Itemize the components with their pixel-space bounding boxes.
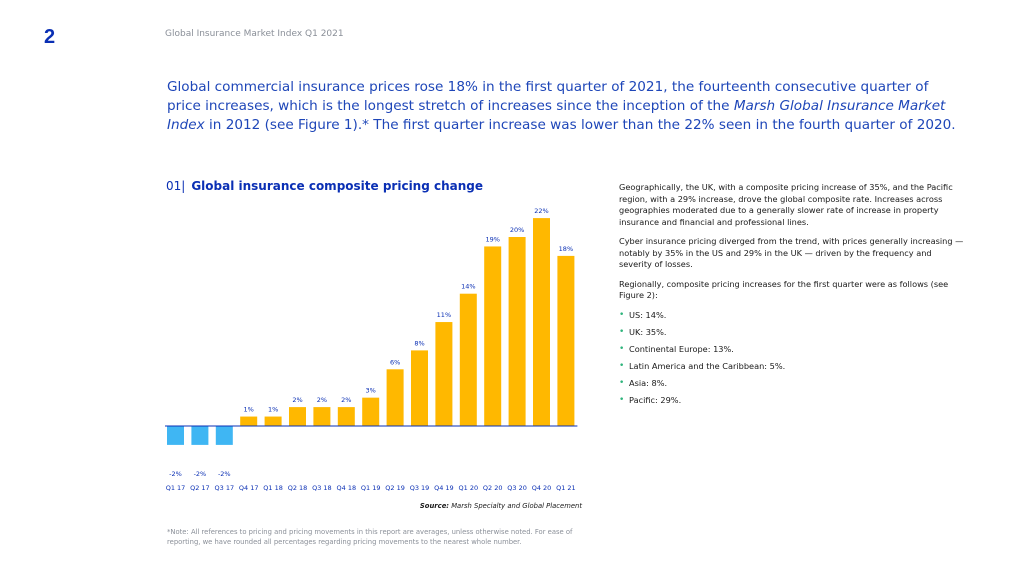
figure-heading: 01| Global insurance composite pricing ch… xyxy=(166,179,483,193)
data-label: 2% xyxy=(317,396,327,404)
chart-source: Source: Marsh Specialty and Global Place… xyxy=(400,502,582,510)
data-label: -2% xyxy=(194,470,207,478)
source-label: Source: xyxy=(419,502,450,510)
page-number: 2 xyxy=(44,26,56,48)
bar-q4-20 xyxy=(533,218,550,426)
data-label: -2% xyxy=(169,470,182,478)
x-tick-label: Q3 20 xyxy=(507,484,527,492)
bar-q3-20 xyxy=(508,237,526,426)
data-label: 18% xyxy=(559,245,573,253)
regional-pricing-list: • US: 14%. • UK: 35%. • Continental Europe:… xyxy=(619,310,967,407)
footnote: *Note: All references to pricing and pri… xyxy=(167,528,573,546)
sidebar-paragraph: Cyber insurance pricing diverged from th… xyxy=(619,236,964,269)
x-tick-label: Q2 17 xyxy=(190,484,210,492)
bar-q1-20 xyxy=(459,293,477,426)
data-label: 6% xyxy=(390,358,400,366)
bar-q3-17 xyxy=(215,426,233,445)
bar-q2-18 xyxy=(289,407,306,426)
intro-text-1: Global commercial insurance prices rose … xyxy=(167,79,929,114)
sidebar-commentary: Geographically, the UK, with a composite… xyxy=(619,182,967,412)
x-tick-label: Q1 21 xyxy=(556,484,576,492)
data-label: 14% xyxy=(461,283,475,291)
data-label: 19% xyxy=(485,235,499,243)
x-tick-label: Q1 19 xyxy=(361,484,381,492)
bar-q2-19 xyxy=(386,369,404,426)
data-label: 1% xyxy=(268,406,278,414)
figure-number: 01| xyxy=(166,179,186,193)
list-item: • Asia: 8%. xyxy=(619,377,668,388)
data-label: 1% xyxy=(244,406,254,414)
data-label: 22% xyxy=(534,207,548,215)
report-title: Global Insurance Market Index Q1 2021 xyxy=(165,29,344,39)
sidebar-paragraph: Geographically, the UK, with a composite… xyxy=(619,182,953,227)
bar-q4-17 xyxy=(240,416,258,426)
bullet-icon: • xyxy=(619,360,625,371)
list-item: • UK: 35%. xyxy=(619,326,667,337)
list-item: • Latin America and the Caribbean: 5%. xyxy=(619,360,786,371)
bar-q2-20 xyxy=(484,246,502,426)
bar-q3-18 xyxy=(313,407,331,426)
x-tick-label: Q4 18 xyxy=(337,484,357,492)
sidebar-paragraph: Regionally, composite pricing increases … xyxy=(619,278,949,301)
bar-q1-19 xyxy=(362,397,380,426)
bullet-icon: • xyxy=(619,326,625,337)
bar-q1-17 xyxy=(167,426,184,445)
list-item: • Pacific: 29%. xyxy=(619,394,682,405)
intro-index-name: Marsh Global Insurance Market Index xyxy=(167,98,946,133)
bar-q2-17 xyxy=(191,426,209,445)
data-label: 8% xyxy=(414,339,424,347)
bullet-icon: • xyxy=(619,394,625,405)
bullet-icon: • xyxy=(619,343,625,354)
x-tick-label: Q4 17 xyxy=(239,484,259,492)
list-item: • US: 14%. xyxy=(619,309,667,320)
pricing-bar-chart: -2% Q1 17 -2% Q2 17 -2% Q3 17 1% Q4 17 1% Q1 18 2%… xyxy=(165,207,578,492)
x-tick-label: Q3 17 xyxy=(215,484,235,492)
bar-q3-19 xyxy=(411,350,428,426)
figure-title: Global insurance composite pricing chang… xyxy=(191,179,484,193)
bar-q1-18 xyxy=(264,416,282,426)
source-text: Marsh Specialty and Global Placement xyxy=(449,502,582,510)
list-item: • Continental Europe: 13%. xyxy=(619,343,734,354)
x-tick-label: Q1 18 xyxy=(263,484,283,492)
bar-q4-19 xyxy=(435,322,453,426)
x-tick-label: Q4 19 xyxy=(434,484,454,492)
data-label: 20% xyxy=(510,226,524,234)
bar-q4-18 xyxy=(337,407,355,426)
bullet-icon: • xyxy=(619,377,625,388)
bar-q1-21 xyxy=(557,255,575,426)
data-label: 11% xyxy=(437,311,451,319)
data-label: 2% xyxy=(341,396,351,404)
data-label: 3% xyxy=(366,387,376,395)
intro-paragraph: Global commercial insurance prices rose … xyxy=(167,78,957,135)
bullet-icon: • xyxy=(619,309,625,320)
intro-text-2: in 2012 (see Figure 1).* The first quart… xyxy=(204,117,956,133)
x-tick-label: Q1 17 xyxy=(166,484,186,492)
x-tick-label: Q1 20 xyxy=(459,484,479,492)
x-tick-label: Q3 19 xyxy=(410,484,430,492)
x-tick-label: Q2 20 xyxy=(483,484,503,492)
data-label: 2% xyxy=(292,396,302,404)
x-tick-label: Q4 20 xyxy=(532,484,552,492)
x-tick-label: Q2 19 xyxy=(385,484,405,492)
x-tick-label: Q2 18 xyxy=(288,484,308,492)
x-tick-label: Q3 18 xyxy=(312,484,332,492)
data-label: -2% xyxy=(218,470,231,478)
